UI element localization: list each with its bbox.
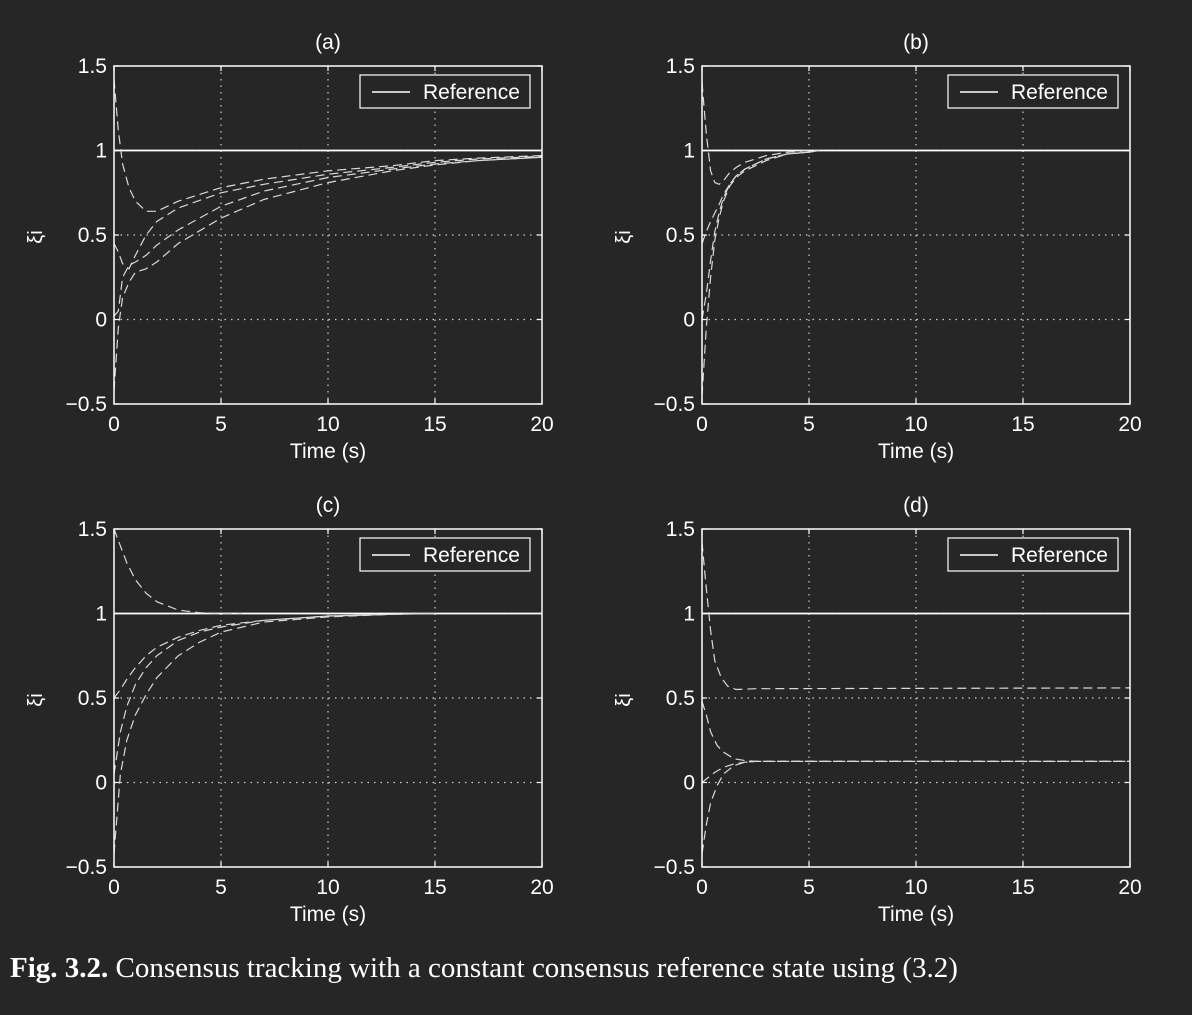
x-tick-label-a-4: 20 bbox=[530, 413, 553, 436]
y-tick-label-d-0: −0.5 bbox=[654, 856, 695, 879]
y-tick-label-b-0: −0.5 bbox=[654, 393, 695, 416]
trajectory-line-b-3 bbox=[702, 149, 820, 320]
figure-caption: Fig. 3.2. Consensus tracking with a cons… bbox=[10, 952, 958, 985]
x-tick-label-a-0: 0 bbox=[108, 413, 120, 436]
x-axis-label-c: Time (s) bbox=[290, 903, 366, 926]
legend-label-a: Reference bbox=[423, 81, 520, 104]
x-tick-label-c-0: 0 bbox=[108, 876, 120, 899]
legend-c: Reference bbox=[359, 537, 531, 572]
x-tick-label-c-3: 15 bbox=[423, 876, 446, 899]
legend-box-b bbox=[947, 74, 1119, 109]
x-tick-label-c-4: 20 bbox=[530, 876, 553, 899]
caption-label: Fig. 3.2. bbox=[10, 952, 109, 984]
series-group-d bbox=[702, 542, 1130, 854]
legend-a: Reference bbox=[359, 74, 531, 109]
chart-panel-d: 0 5 10 15 20−0.500.511.5(d)Time (s)ξiReferen… bbox=[613, 494, 1142, 926]
trajectory-line-d-3 bbox=[702, 760, 1130, 783]
y-tick-label-a-2: 0.5 bbox=[78, 224, 107, 247]
trajectory-line-c-3 bbox=[114, 612, 436, 775]
series-group-b bbox=[702, 82, 1130, 396]
chart-title-c: (c) bbox=[316, 494, 341, 517]
x-tick-label-a-3: 15 bbox=[423, 413, 446, 436]
chart-title-a: (a) bbox=[315, 31, 341, 54]
x-axis-label-a: Time (s) bbox=[290, 440, 366, 463]
caption-text: Consensus tracking with a constant conse… bbox=[115, 952, 958, 984]
chart-panel-c: 0 5 10 15 20−0.500.511.5(c)Time (s)ξiReferen… bbox=[25, 494, 554, 926]
y-tick-label-b-1: 0 bbox=[683, 309, 695, 332]
series-group-a bbox=[114, 79, 542, 391]
trajectory-line-a-4 bbox=[114, 156, 542, 391]
x-tick-label-b-4: 20 bbox=[1118, 413, 1141, 436]
y-tick-label-a-4: 1.5 bbox=[78, 55, 107, 78]
x-tick-label-c-2: 10 bbox=[316, 876, 339, 899]
x-tick-label-d-3: 15 bbox=[1011, 876, 1034, 899]
legend-label-c: Reference bbox=[423, 544, 520, 567]
y-tick-label-d-4: 1.5 bbox=[666, 518, 695, 541]
y-tick-label-c-3: 1 bbox=[95, 603, 107, 626]
trajectory-line-a-2 bbox=[114, 155, 542, 270]
trajectory-line-b-4 bbox=[702, 149, 820, 396]
chart-panel-a: 0 5 10 15 20−0.500.511.5(a)Time (s)ξiReferen… bbox=[25, 31, 554, 463]
x-tick-label-d-0: 0 bbox=[696, 876, 708, 899]
y-tick-label-c-2: 0.5 bbox=[78, 687, 107, 710]
y-tick-label-c-0: −0.5 bbox=[66, 856, 107, 879]
y-axis-label-c: ξi bbox=[25, 693, 47, 706]
x-tick-label-b-1: 5 bbox=[803, 413, 815, 436]
x-tick-label-b-0: 0 bbox=[696, 413, 708, 436]
y-axis-label-a: ξi bbox=[25, 230, 47, 243]
y-axis-label-b: ξi bbox=[613, 230, 635, 243]
trajectory-line-a-1 bbox=[114, 79, 542, 212]
y-tick-label-b-4: 1.5 bbox=[666, 55, 695, 78]
y-tick-label-b-3: 1 bbox=[683, 140, 695, 163]
chart-panel-b: 0 5 10 15 20−0.500.511.5(b)Time (s)ξiReferen… bbox=[613, 31, 1142, 463]
x-tick-label-d-4: 20 bbox=[1118, 876, 1141, 899]
x-tick-label-a-2: 10 bbox=[316, 413, 339, 436]
legend-b: Reference bbox=[947, 74, 1119, 109]
x-axis-label-d: Time (s) bbox=[878, 903, 954, 926]
trajectory-line-c-2 bbox=[114, 612, 436, 699]
y-tick-label-a-1: 0 bbox=[95, 309, 107, 332]
x-tick-label-b-2: 10 bbox=[904, 413, 927, 436]
y-tick-label-c-1: 0 bbox=[95, 772, 107, 795]
x-tick-label-d-1: 5 bbox=[803, 876, 815, 899]
y-tick-label-d-2: 0.5 bbox=[666, 687, 695, 710]
chart-title-b: (b) bbox=[903, 31, 929, 54]
y-tick-label-d-1: 0 bbox=[683, 772, 695, 795]
legend-label-b: Reference bbox=[1011, 81, 1108, 104]
x-tick-label-d-2: 10 bbox=[904, 876, 927, 899]
x-tick-label-a-1: 5 bbox=[215, 413, 227, 436]
trajectory-line-d-4 bbox=[702, 760, 1130, 854]
trajectory-line-b-2 bbox=[702, 149, 820, 244]
y-axis-label-d: ξi bbox=[613, 693, 635, 706]
y-tick-label-c-4: 1.5 bbox=[78, 518, 107, 541]
x-tick-label-c-1: 5 bbox=[215, 876, 227, 899]
chart-title-d: (d) bbox=[903, 494, 929, 517]
trajectory-line-a-3 bbox=[114, 156, 542, 317]
trajectory-line-c-4 bbox=[114, 612, 436, 854]
legend-d: Reference bbox=[947, 537, 1119, 572]
x-tick-label-b-3: 15 bbox=[1011, 413, 1034, 436]
y-tick-label-a-3: 1 bbox=[95, 140, 107, 163]
figure-canvas: 0 5 10 15 20−0.500.511.5(a)Time (s)ξiReferen… bbox=[25, 31, 1142, 926]
trajectory-line-b-1 bbox=[702, 82, 820, 185]
y-tick-label-b-2: 0.5 bbox=[666, 224, 695, 247]
y-tick-label-d-3: 1 bbox=[683, 603, 695, 626]
legend-label-d: Reference bbox=[1011, 544, 1108, 567]
x-axis-label-b: Time (s) bbox=[878, 440, 954, 463]
series-group-c bbox=[114, 529, 542, 854]
y-tick-label-a-0: −0.5 bbox=[66, 393, 107, 416]
trajectory-line-d-1 bbox=[702, 542, 1130, 691]
trajectory-line-c-1 bbox=[114, 529, 243, 615]
